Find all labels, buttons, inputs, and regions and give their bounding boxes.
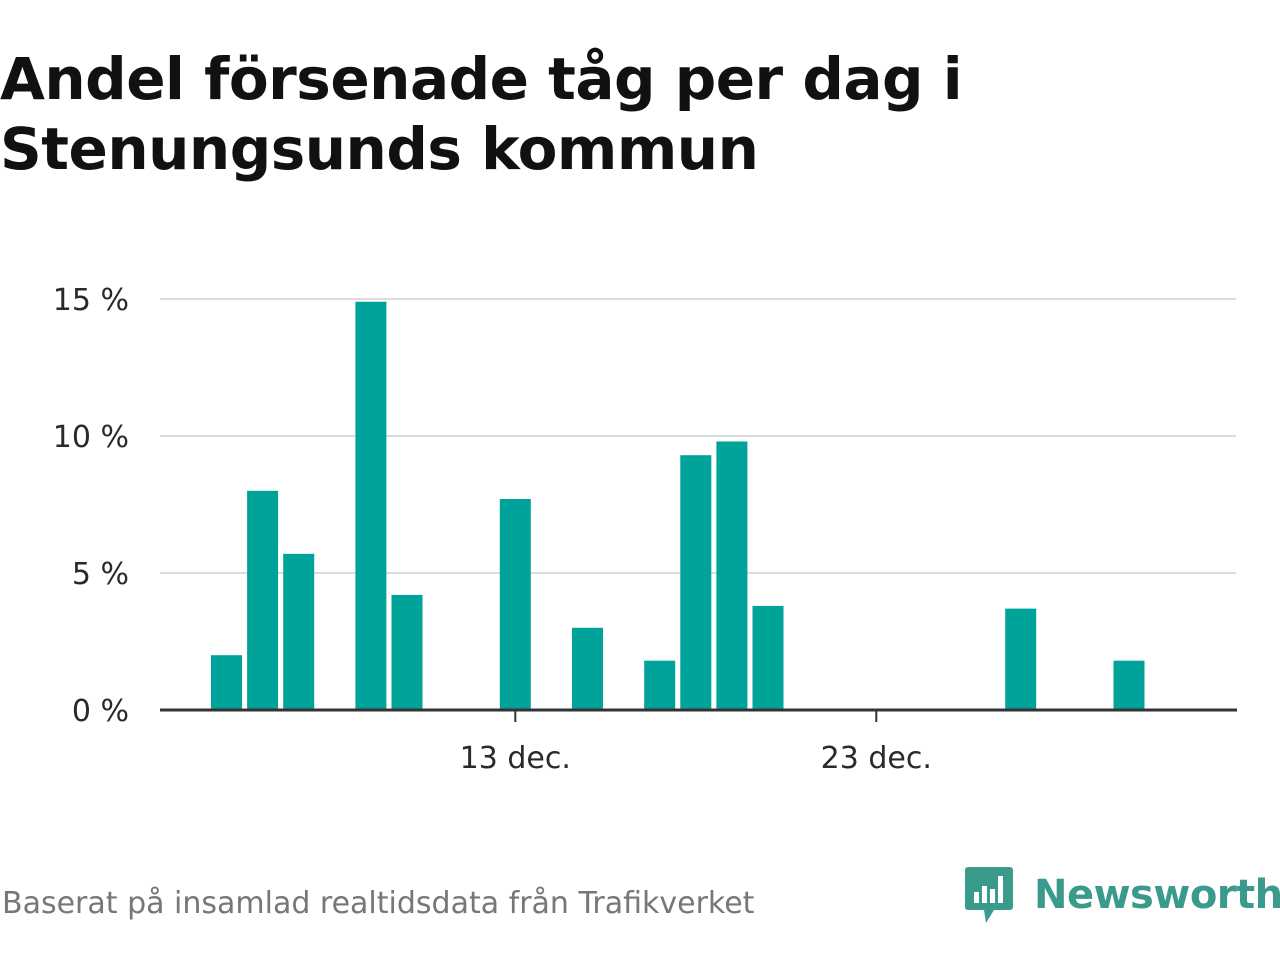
- source-note: Baserat på insamlad realtidsdata från Tr…: [2, 886, 755, 921]
- bar: [752, 605, 784, 710]
- bar: [355, 301, 387, 710]
- x-axis: [160, 708, 1237, 722]
- brand-name: Newsworthy: [1034, 872, 1280, 918]
- x-tick-label: 23 dec.: [821, 741, 932, 776]
- y-tick-label: 5 %: [72, 557, 129, 592]
- bar: [247, 490, 279, 710]
- y-tick-label: 0 %: [72, 694, 129, 729]
- chart-title-line-1: Andel försenade tåg per dag i: [0, 45, 963, 113]
- bar: [499, 499, 531, 710]
- bar: [572, 627, 603, 710]
- y-tick-label: 10 %: [53, 420, 129, 455]
- bar-chart: 0 % 5 % 10 % 15 % 13 dec. 23 dec.: [53, 283, 1237, 776]
- bar: [1005, 608, 1037, 710]
- newsworthy-logo[interactable]: Newsworthy: [964, 864, 1280, 926]
- bar: [283, 553, 315, 710]
- newsworthy-bar-chart-icon: [965, 867, 1013, 923]
- bar: [716, 441, 748, 710]
- tick-labels: 0 % 5 % 10 % 15 % 13 dec. 23 dec.: [53, 283, 932, 776]
- bar: [211, 655, 242, 710]
- bar: [680, 455, 712, 710]
- x-tick-label: 13 dec.: [460, 741, 571, 776]
- bar: [1113, 660, 1145, 710]
- bar: [644, 660, 676, 710]
- chart-title: Andel försenade tåg per dag i Stenungsun…: [0, 44, 1200, 184]
- bars: [211, 301, 1145, 710]
- bar: [391, 594, 423, 710]
- y-tick-label: 15 %: [53, 283, 129, 318]
- chart-title-line-2: Stenungsunds kommun: [0, 115, 759, 183]
